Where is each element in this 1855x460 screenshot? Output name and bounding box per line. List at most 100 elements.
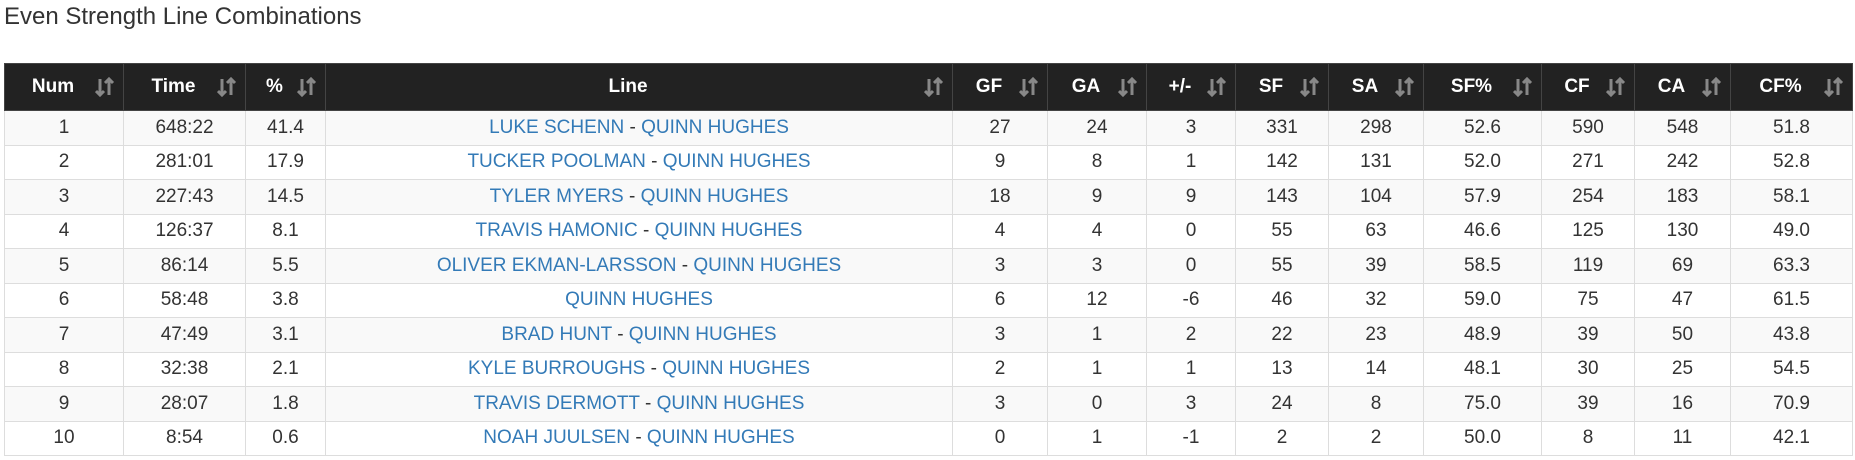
player-link[interactable]: QUINN HUGHES xyxy=(641,116,789,138)
column-label: Time xyxy=(151,76,196,97)
cell: 75.0 xyxy=(1423,386,1542,422)
player-link[interactable]: KYLE BURROUGHS xyxy=(467,358,646,380)
separator: - xyxy=(617,323,624,345)
cell: 51.8 xyxy=(1730,110,1853,146)
column-header[interactable]: Time xyxy=(123,63,246,111)
sort-icon xyxy=(1118,77,1138,97)
column-header[interactable]: GF xyxy=(952,63,1048,111)
cell: 8 xyxy=(1047,144,1147,180)
column-label: GF xyxy=(975,76,1003,97)
cell: 131 xyxy=(1328,144,1424,180)
cell: 3 xyxy=(1146,110,1236,146)
cell: 1 xyxy=(1047,420,1147,456)
player-link[interactable]: BRAD HUNT xyxy=(501,323,612,345)
cell: 61.5 xyxy=(1730,282,1853,318)
cell: 1 xyxy=(1047,317,1147,353)
table-row: 3 227:43 14.5 TYLER MYERS - QUINN HUGHES 18 9… xyxy=(4,179,1853,215)
cell: 119 xyxy=(1541,248,1635,284)
cell: 49.0 xyxy=(1730,213,1853,249)
line-table: Num Time% Line GF GA +/- SF SA SF% CF CA CF% 1 648:2… xyxy=(4,63,1853,456)
line-cell: LUKE SCHENN - QUINN HUGHES xyxy=(325,110,953,146)
cell: 5.5 xyxy=(245,248,326,284)
player-link[interactable]: NOAH JUULSEN xyxy=(483,427,631,449)
cell: 27 xyxy=(952,110,1048,146)
cell: 183 xyxy=(1634,179,1731,215)
player-link[interactable]: QUINN HUGHES xyxy=(640,185,789,207)
cell: 3 xyxy=(1047,248,1147,284)
cell: -1 xyxy=(1146,420,1236,456)
column-header[interactable]: +/- xyxy=(1146,63,1236,111)
column-header[interactable]: CF% xyxy=(1730,63,1853,111)
cell: 9 xyxy=(952,144,1048,180)
cell: 1 xyxy=(4,110,124,146)
cell: 143 xyxy=(1235,179,1329,215)
cell: 4 xyxy=(4,213,124,249)
player-link[interactable]: QUINN HUGHES xyxy=(656,392,805,414)
column-header[interactable]: CF xyxy=(1541,63,1635,111)
separator: - xyxy=(644,392,652,414)
column-header[interactable]: Line xyxy=(325,63,953,111)
sort-icon xyxy=(1300,77,1320,97)
column-header[interactable]: % xyxy=(245,63,326,111)
column-header[interactable]: GA xyxy=(1047,63,1147,111)
page-title: Even Strength Line Combinations xyxy=(4,3,362,30)
player-link[interactable]: QUINN HUGHES xyxy=(565,289,713,311)
player-link[interactable]: QUINN HUGHES xyxy=(628,323,777,345)
column-label: CA xyxy=(1657,76,1686,97)
column-header[interactable]: SA xyxy=(1328,63,1424,111)
cell: 4 xyxy=(1047,213,1147,249)
cell: 2 xyxy=(952,351,1048,387)
column-label: Num xyxy=(31,76,75,97)
separator: - xyxy=(651,151,658,173)
column-header[interactable]: CA xyxy=(1634,63,1731,111)
cell: 2 xyxy=(4,144,124,180)
player-link[interactable]: TRAVIS HAMONIC xyxy=(475,220,638,242)
player-link[interactable]: QUINN HUGHES xyxy=(693,254,842,276)
cell: 46.6 xyxy=(1423,213,1542,249)
cell: 0 xyxy=(1047,386,1147,422)
cell: 32 xyxy=(1328,282,1424,318)
player-link[interactable]: LUKE SCHENN xyxy=(489,116,625,138)
column-label: Line xyxy=(608,76,648,97)
player-link[interactable]: TYLER MYERS xyxy=(489,185,624,207)
column-header[interactable]: Num xyxy=(4,63,124,111)
cell: 8 xyxy=(1328,386,1424,422)
column-header[interactable]: SF xyxy=(1235,63,1329,111)
line-cell: QUINN HUGHES xyxy=(325,282,953,318)
column-header[interactable]: SF% xyxy=(1423,63,1542,111)
cell: 6 xyxy=(4,282,124,318)
player-link[interactable]: QUINN HUGHES xyxy=(646,427,795,449)
player-link[interactable]: QUINN HUGHES xyxy=(654,220,803,242)
cell: 11 xyxy=(1634,420,1731,456)
player-link[interactable]: OLIVER EKMAN-LARSSON xyxy=(436,254,677,276)
cell: 58:48 xyxy=(123,282,246,318)
player-link[interactable]: TRAVIS DERMOTT xyxy=(473,392,640,414)
cell: 5 xyxy=(4,248,124,284)
column-label: CF% xyxy=(1759,76,1802,97)
cell: 52.0 xyxy=(1423,144,1542,180)
cell: 39 xyxy=(1328,248,1424,284)
cell: 271 xyxy=(1541,144,1635,180)
cell: 3.8 xyxy=(245,282,326,318)
cell: 1 xyxy=(1146,351,1236,387)
cell: 18 xyxy=(952,179,1048,215)
cell: 8.1 xyxy=(245,213,326,249)
cell: -6 xyxy=(1146,282,1236,318)
cell: 43.8 xyxy=(1730,317,1853,353)
table-row: 5 86:14 5.5 OLIVER EKMAN-LARSSON - QUINN HU… xyxy=(4,248,1853,284)
cell: 281:01 xyxy=(123,144,246,180)
player-link[interactable]: QUINN HUGHES xyxy=(662,151,811,173)
cell: 48.1 xyxy=(1423,351,1542,387)
cell: 75 xyxy=(1541,282,1635,318)
cell: 10 xyxy=(4,420,124,456)
cell: 55 xyxy=(1235,248,1329,284)
cell: 3 xyxy=(952,317,1048,353)
player-link[interactable]: TUCKER POOLMAN xyxy=(467,151,646,173)
cell: 8 xyxy=(4,351,124,387)
column-label: SF% xyxy=(1450,76,1493,97)
cell: 58.1 xyxy=(1730,179,1853,215)
player-link[interactable]: QUINN HUGHES xyxy=(662,358,811,380)
column-label: SF xyxy=(1258,76,1284,97)
cell: 14 xyxy=(1328,351,1424,387)
cell: 14.5 xyxy=(245,179,326,215)
